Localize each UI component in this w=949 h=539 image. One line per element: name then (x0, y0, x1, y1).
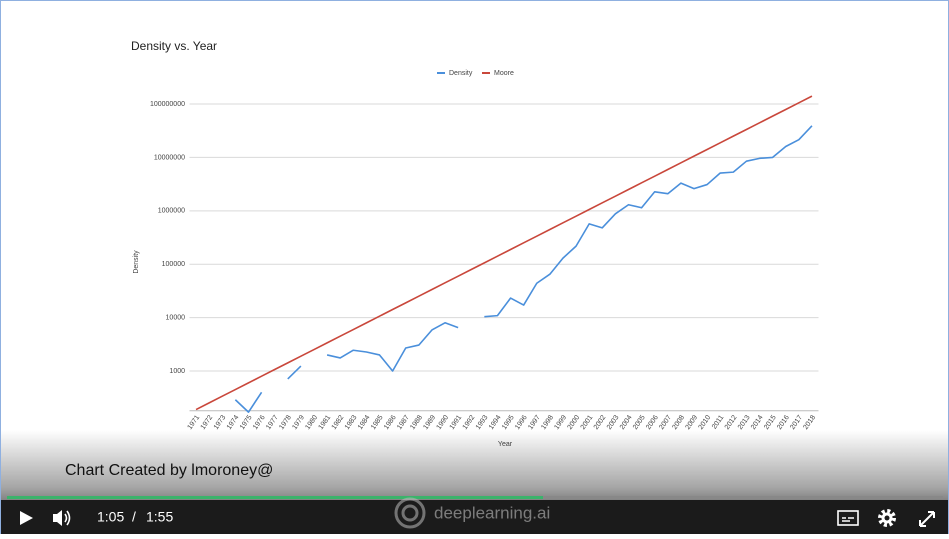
logo: deeplearning.ai (394, 497, 550, 529)
y-tick-label: 10000000 (154, 154, 185, 161)
y-axis-title: Density (133, 250, 140, 274)
y-tick-label: 100000 (162, 261, 185, 268)
y-tick-label: 100000000 (150, 101, 185, 108)
y-tick-label: 1000000 (158, 208, 185, 215)
data-line (195, 95, 813, 411)
data-line (234, 125, 813, 413)
legend-label: Density (449, 70, 473, 77)
play-button[interactable] (20, 511, 33, 525)
captions-button[interactable] (837, 510, 859, 526)
duration: 1:55 (146, 509, 173, 525)
progress-played (7, 496, 543, 499)
logo-text: deeplearning.ai (434, 503, 550, 522)
volume-button[interactable] (53, 510, 71, 526)
time-separator: / (132, 509, 136, 525)
y-tick-label: 10000 (166, 314, 186, 321)
caption: Chart Created by lmoroney@ (65, 462, 273, 479)
fullscreen-button[interactable] (919, 511, 935, 527)
current-time: 1:05 (97, 509, 124, 525)
control-bar (1, 500, 948, 534)
settings-button[interactable] (878, 509, 896, 527)
legend-label: Moore (494, 70, 514, 77)
chart-title: Density vs. Year (131, 39, 217, 53)
y-tick-label: 1000 (169, 368, 185, 375)
